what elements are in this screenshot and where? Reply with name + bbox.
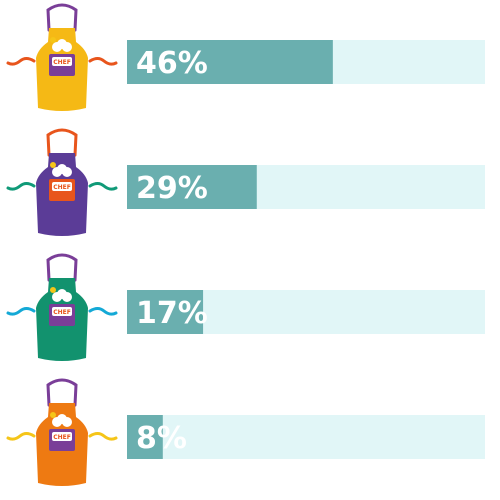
bar-track <box>127 415 485 459</box>
bar-value-label: 46% <box>136 46 208 81</box>
apron-logo-text: CHEF <box>53 184 71 191</box>
bar <box>127 290 204 334</box>
purple-apron-icon: CHEF <box>6 128 118 236</box>
orange-apron-icon: CHEF <box>6 378 118 486</box>
apron-logo-text: CHEF <box>53 309 71 316</box>
bar-value-label: 8% <box>136 421 187 456</box>
apron-logo-text: CHEF <box>53 434 71 441</box>
bar <box>127 415 163 459</box>
bar <box>127 165 257 209</box>
bar <box>127 40 333 84</box>
apron-logo-text: CHEF <box>53 59 71 66</box>
green-apron-icon: CHEF <box>6 253 118 361</box>
bar-value-label: 29% <box>136 171 208 206</box>
bar-value-label: 17% <box>136 296 208 331</box>
yellow-apron-icon: CHEF <box>6 3 118 111</box>
